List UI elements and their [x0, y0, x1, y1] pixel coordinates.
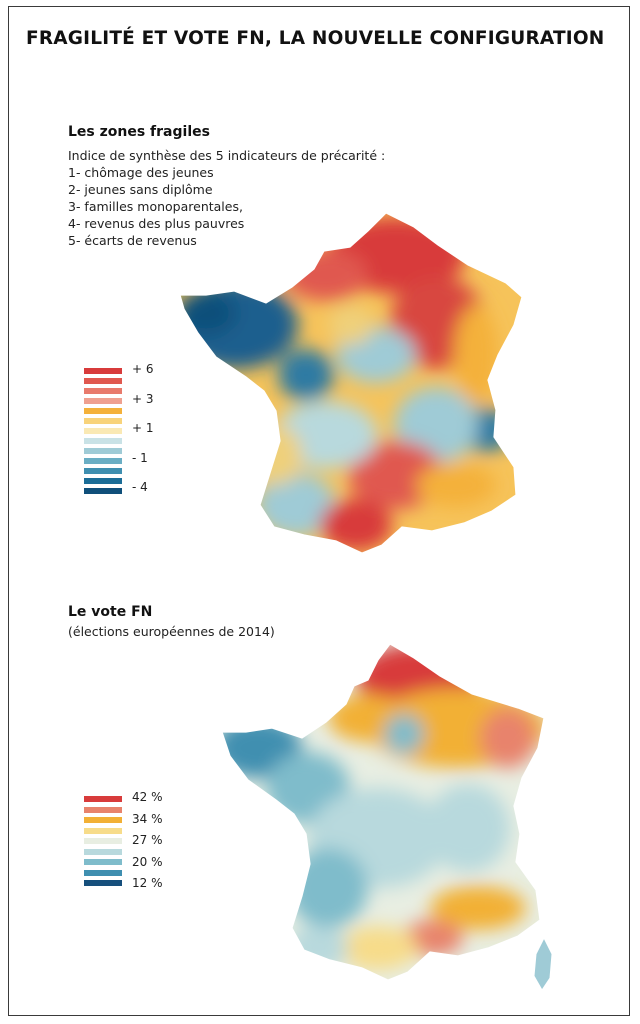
indicator-item: 3- familles monoparentales, [68, 199, 243, 214]
map1-title: Les zones fragiles [68, 124, 210, 140]
legend-label: - 1 [132, 450, 148, 465]
page-title: FRAGILITÉ ET VOTE FN, LA NOUVELLE CONFIG… [26, 28, 605, 49]
map2-subtitle: (élections européennes de 2014) [68, 624, 275, 639]
legend-label: + 6 [132, 362, 154, 376]
vote-map [221, 643, 553, 991]
legend-swatch [84, 880, 122, 886]
vote-shading [222, 644, 544, 980]
legend-swatch [84, 478, 122, 484]
precarity-legend: + 6 + 3 + 1 - 1 - 4 [84, 362, 194, 508]
legend-swatch [84, 859, 122, 865]
legend-swatch [84, 848, 122, 855]
legend-swatch [84, 827, 122, 834]
legend-swatch [84, 448, 122, 454]
indicator-item: 5- écarts de revenus [68, 233, 197, 248]
legend-label: - 4 [132, 480, 148, 494]
legend-label: 34 % [132, 811, 163, 826]
legend-swatch [84, 388, 122, 394]
legend-swatch [84, 468, 122, 474]
legend-swatch [84, 869, 122, 876]
vote-legend: 42 % 34 % 27 % 20 % 12 % [84, 790, 194, 906]
indicator-list: 1- chômage des jeunes 2- jeunes sans dip… [68, 164, 244, 249]
indicator-item: 4- revenus des plus pauvres [68, 216, 245, 231]
corsica-shape [533, 936, 553, 991]
legend-label: 27 % [132, 833, 163, 847]
map2-title: Le vote FN [68, 604, 153, 620]
legend-label: + 1 [132, 421, 154, 435]
legend-swatch [84, 368, 122, 374]
legend-label: 12 % [132, 876, 163, 890]
legend-swatch [84, 428, 122, 434]
legend-swatch [84, 438, 122, 444]
legend-swatch [84, 398, 122, 404]
precarity-shading [180, 213, 522, 553]
legend-swatch [84, 806, 122, 813]
precarity-map [179, 212, 523, 554]
legend-swatch [84, 418, 122, 424]
map1-subtitle: Indice de synthèse des 5 indicateurs de … [68, 148, 386, 163]
indicator-item: 2- jeunes sans diplôme [68, 182, 213, 197]
legend-label: + 3 [132, 391, 154, 406]
legend-label: 42 % [132, 790, 163, 804]
legend-swatch [84, 378, 122, 384]
indicator-item: 1- chômage des jeunes [68, 165, 214, 180]
legend-swatch [84, 408, 122, 414]
legend-swatch [84, 838, 122, 844]
legend-swatch [84, 817, 122, 823]
legend-swatch [84, 458, 122, 464]
legend-label: 20 % [132, 854, 163, 869]
legend-swatch [84, 488, 122, 494]
legend-swatch [84, 796, 122, 802]
poster-frame [8, 6, 630, 1016]
